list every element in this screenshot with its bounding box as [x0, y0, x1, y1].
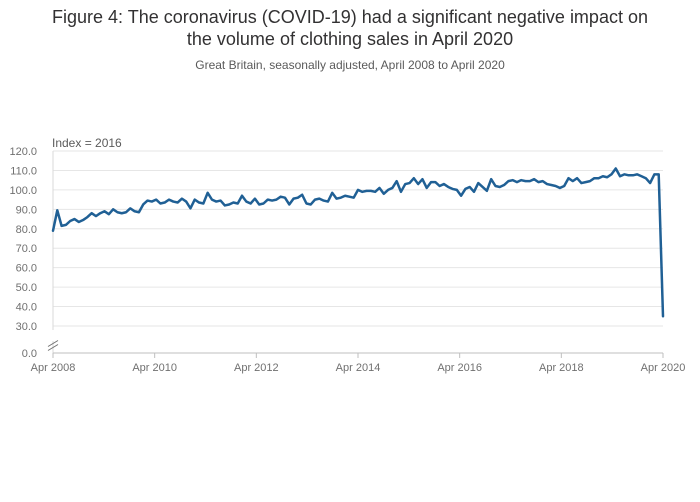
break-stroke [47, 340, 59, 347]
x-axis: Apr 2008 Apr 2010 Apr 2012 Apr 2014 Apr 2016… [31, 352, 686, 374]
series-layer [51, 167, 665, 318]
x-tick-label: Apr 2020 [641, 362, 686, 374]
chart-title-line-2: the volume of clothing sales in April 20… [187, 29, 513, 49]
y-tick-label: 40.0 [16, 302, 37, 314]
y-tick-label: 120.0 [9, 146, 37, 158]
x-tick-label: Apr 2018 [539, 362, 584, 374]
y-axis-ticks: 0.0 30.0 40.0 50.0 60.0 70.0 80.0 90.0 100.0 110.… [9, 146, 37, 360]
series-line [51, 167, 665, 318]
x-tick-label: Apr 2008 [31, 362, 76, 374]
x-tick-label: Apr 2012 [234, 362, 279, 374]
y-tick-label: 70.0 [16, 243, 37, 255]
x-tick-label: Apr 2010 [132, 362, 177, 374]
y-tick-label: 60.0 [16, 263, 37, 275]
gridlines [52, 150, 663, 353]
y-tick-label: 90.0 [16, 204, 37, 216]
y-tick-label: 50.0 [16, 282, 37, 294]
y-tick-label: 30.0 [16, 321, 37, 333]
axis-break-marker [47, 340, 59, 351]
y-tick-label: 110.0 [10, 165, 37, 177]
y-tick-label: 100.0 [9, 185, 37, 197]
y-tick-label: 80.0 [16, 224, 37, 236]
y-axis-unit-label: Index = 2016 [52, 136, 122, 150]
x-tick-label: Apr 2014 [336, 362, 381, 374]
x-tick-label: Apr 2016 [437, 362, 482, 374]
y-tick-label: 0.0 [22, 348, 37, 360]
chart-title-line-1: Figure 4: The coronavirus (COVID-19) had… [52, 7, 648, 27]
chart-subtitle: Great Britain, seasonally adjusted, Apri… [195, 58, 505, 72]
break-stroke [47, 344, 59, 351]
